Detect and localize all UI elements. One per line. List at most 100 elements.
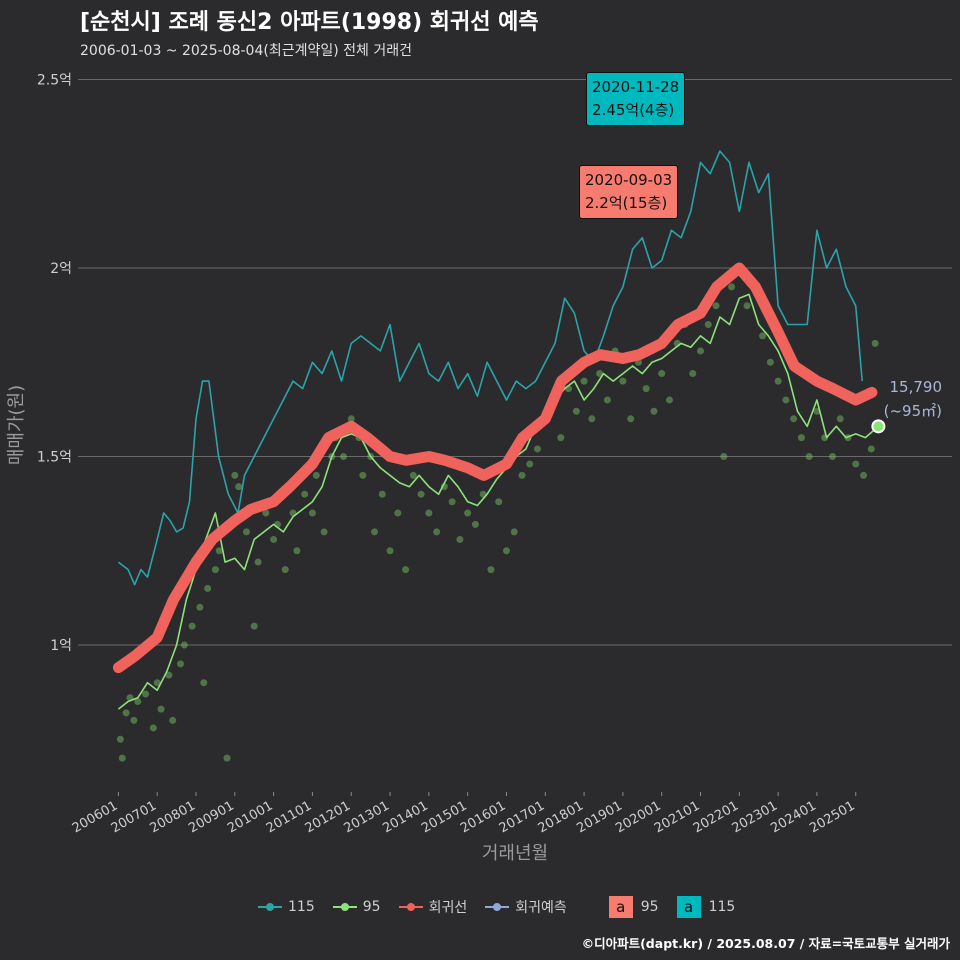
scatter-point <box>471 520 479 528</box>
scatter-point <box>180 641 188 649</box>
scatter-point <box>122 709 130 717</box>
scatter-point <box>867 445 875 453</box>
legend-item-prediction: 회귀예측 <box>485 897 567 917</box>
scatter-point <box>665 396 673 404</box>
scatter-point <box>165 671 173 679</box>
scatter-point <box>572 407 580 415</box>
legend-fill-115-label: 115 <box>708 899 736 915</box>
scatter-point <box>619 377 627 385</box>
scatter-point <box>211 566 219 574</box>
scatter-point <box>394 509 402 517</box>
scatter-point <box>254 558 262 566</box>
scatter-point <box>281 566 289 574</box>
prediction-point <box>871 419 886 434</box>
legend-95-icon <box>332 903 357 911</box>
scatter-point <box>200 679 208 687</box>
scatter-point <box>215 547 223 555</box>
series-lines <box>112 150 886 710</box>
scatter-point <box>495 498 503 506</box>
scatter-point <box>526 460 534 468</box>
scatter-point <box>270 535 278 543</box>
scatter-point <box>293 547 301 555</box>
scatter-point <box>425 509 433 517</box>
legend-prediction-label: 회귀예측 <box>515 900 567 916</box>
scatter-point <box>534 445 542 453</box>
scatter-point <box>142 690 150 698</box>
y-tick-label: 1억 <box>50 638 72 654</box>
scatter-point <box>464 509 472 517</box>
legend-fill-95-box: a <box>608 896 633 918</box>
legend-fill-95: a 95 <box>608 896 659 918</box>
scatter-point <box>402 566 410 574</box>
scatter-point <box>242 528 250 536</box>
scatter-point <box>689 370 697 378</box>
scatter-point <box>627 415 635 423</box>
y-tick-label: 2.5억 <box>37 73 72 89</box>
legend-prediction-icon <box>485 903 510 911</box>
scatter-point <box>790 415 798 423</box>
scatter-point <box>860 471 868 479</box>
scatter-point <box>697 347 705 355</box>
scatter-point <box>448 498 456 506</box>
y-axis-title: 매매가(원) <box>6 385 27 465</box>
scatter-point <box>642 385 650 393</box>
scatter-point <box>487 566 495 574</box>
scatter-point <box>720 453 728 460</box>
annotation-115-max: 2020-11-28 2.45억(4층) <box>586 72 686 126</box>
grid-lines <box>78 79 952 646</box>
scatter-point <box>312 471 320 479</box>
latest-prediction-value: 15,790 <box>889 378 943 396</box>
scatter-point <box>301 490 309 498</box>
legend-regression-label: 회귀선 <box>428 900 468 916</box>
chart-subtitle: 2006-01-03 ~ 2025-08-04(최근계약일) 전체 거래건 <box>80 43 412 59</box>
regression-line <box>112 262 878 674</box>
legend: 115 95 회귀선 회귀예측 a 95 a 115 <box>258 896 753 918</box>
legend-fill-95-label: 95 <box>640 899 659 915</box>
scatter-point <box>116 735 124 743</box>
source-caption: ©디아파트(dapt.kr) / 2025.08.07 / 자료=국토교통부 실… <box>581 936 950 951</box>
scatter-point <box>371 528 379 536</box>
scatter-point <box>704 321 712 329</box>
x-axis-title: 거래년월 <box>482 843 548 864</box>
scatter-point <box>378 490 386 498</box>
series-95-line <box>117 293 879 710</box>
scatter-point <box>766 358 774 366</box>
scatter-point <box>580 377 588 385</box>
scatter-point <box>130 716 138 724</box>
scatter-point <box>588 415 596 423</box>
annotation-95-date: 2020-09-03 <box>585 171 673 189</box>
annotation-95-max: 2020-09-03 2.2억(15층) <box>579 165 679 219</box>
scatter-point <box>320 528 328 536</box>
y-tick-label: 1.5억 <box>37 450 72 466</box>
scatter-point <box>871 339 879 347</box>
scatter-point <box>118 754 126 762</box>
scatter-point <box>153 679 161 687</box>
scatter-point <box>250 622 258 630</box>
scatter-point <box>176 660 184 668</box>
scatter-point <box>782 396 790 404</box>
scatter-points <box>116 264 879 762</box>
scatter-point <box>797 434 805 442</box>
legend-fill-115-box: a <box>676 896 701 918</box>
latest-prediction-area: (~95㎡) <box>883 402 942 420</box>
scatter-point <box>603 396 611 404</box>
scatter-point <box>805 453 813 460</box>
scatter-point <box>169 716 177 724</box>
scatter-point <box>223 754 231 762</box>
legend-regression-icon <box>398 903 423 911</box>
legend-item-regression: 회귀선 <box>398 897 468 917</box>
scatter-point <box>510 528 518 536</box>
scatter-point <box>518 471 526 479</box>
scatter-point <box>188 622 196 630</box>
scatter-point <box>596 370 604 378</box>
annotation-115-text: 2.45억(4층) <box>592 101 675 119</box>
scatter-point <box>134 698 142 706</box>
legend-item-115: 115 <box>258 897 315 917</box>
scatter-point <box>359 471 367 479</box>
x-tick-label: 202501 <box>807 798 857 836</box>
scatter-point <box>658 370 666 378</box>
scatter-point <box>149 724 157 732</box>
series-115-line <box>117 150 863 586</box>
x-tick-labels: 2006012007012008012009012010012011012012… <box>70 792 858 836</box>
